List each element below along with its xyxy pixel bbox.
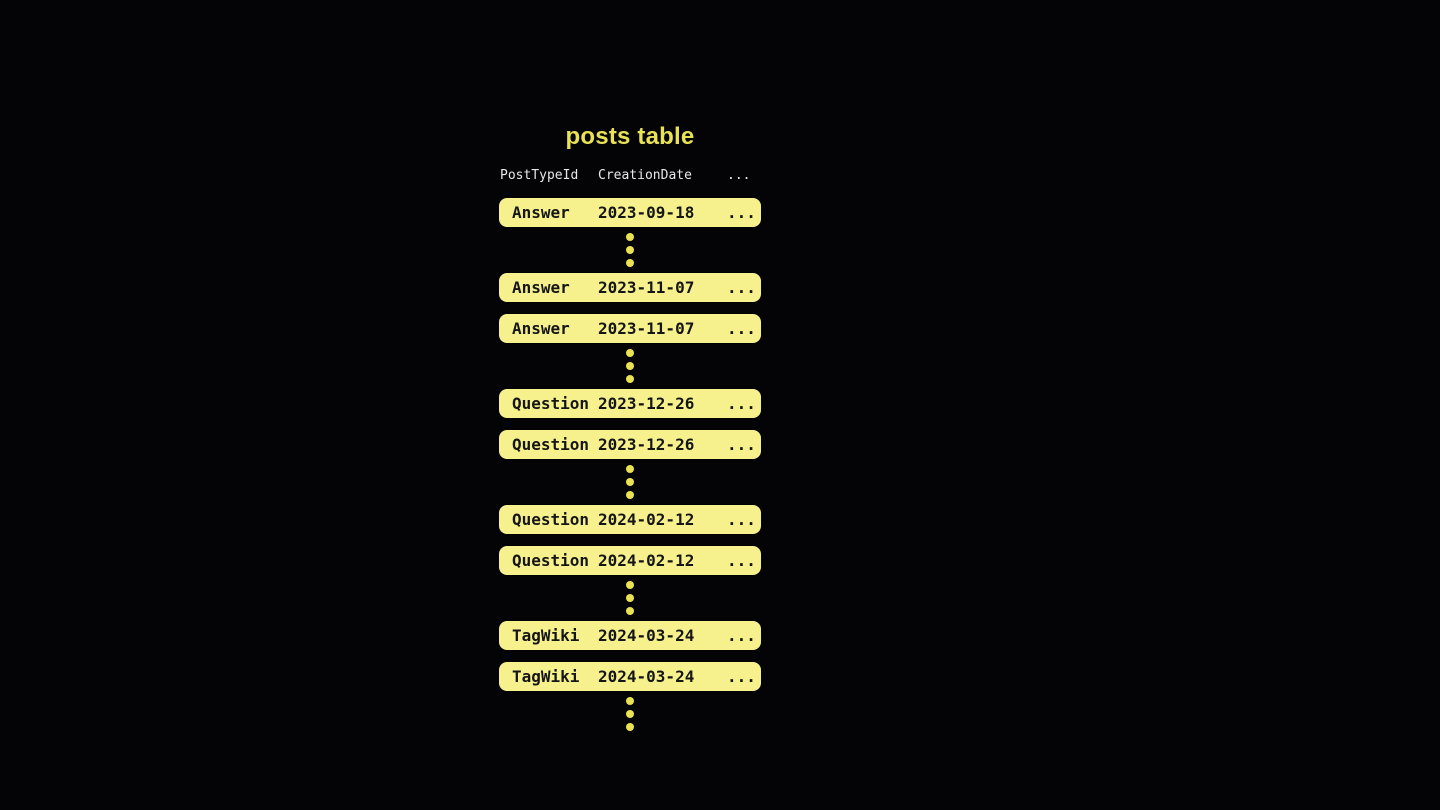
creation-date-cell: 2023-11-07 bbox=[598, 319, 695, 338]
more-columns-cell: ... bbox=[727, 203, 756, 222]
more-columns-cell: ... bbox=[727, 551, 756, 570]
post-type-cell: Question bbox=[512, 435, 590, 454]
omitted-rows-ellipsis bbox=[499, 465, 761, 499]
more-columns-cell: ... bbox=[727, 319, 756, 338]
table-row: Question 2024-02-12 ... bbox=[499, 546, 761, 575]
omitted-rows-ellipsis bbox=[499, 349, 761, 383]
more-columns-cell: ... bbox=[727, 510, 756, 529]
column-header-creationdate: CreationDate bbox=[598, 168, 692, 183]
post-type-cell: Question bbox=[512, 510, 590, 529]
omitted-rows-ellipsis bbox=[499, 697, 761, 731]
post-type-cell: Answer bbox=[512, 319, 570, 338]
more-columns-cell: ... bbox=[727, 435, 756, 454]
ellipsis-dot bbox=[626, 723, 634, 731]
more-columns-cell: ... bbox=[727, 626, 756, 645]
ellipsis-dot bbox=[626, 349, 634, 357]
ellipsis-dot bbox=[626, 246, 634, 254]
creation-date-cell: 2023-11-07 bbox=[598, 278, 695, 297]
creation-date-cell: 2024-03-24 bbox=[598, 667, 695, 686]
table-header-row: PostTypeId CreationDate ... bbox=[499, 168, 761, 184]
post-type-cell: TagWiki bbox=[512, 667, 580, 686]
creation-date-cell: 2023-12-26 bbox=[598, 394, 695, 413]
table-row: Answer 2023-11-07 ... bbox=[499, 273, 761, 302]
creation-date-cell: 2023-12-26 bbox=[598, 435, 695, 454]
more-columns-cell: ... bbox=[727, 278, 756, 297]
table-row: Question 2024-02-12 ... bbox=[499, 505, 761, 534]
posts-table-diagram: posts table PostTypeId CreationDate ... … bbox=[499, 124, 761, 737]
post-type-cell: Answer bbox=[512, 278, 570, 297]
table-row: Answer 2023-09-18 ... bbox=[499, 198, 761, 227]
post-type-cell: Question bbox=[512, 394, 590, 413]
ellipsis-dot bbox=[626, 697, 634, 705]
omitted-rows-ellipsis bbox=[499, 581, 761, 615]
ellipsis-dot bbox=[626, 233, 634, 241]
table-row: Question 2023-12-26 ... bbox=[499, 430, 761, 459]
table-row: TagWiki 2024-03-24 ... bbox=[499, 662, 761, 691]
creation-date-cell: 2024-02-12 bbox=[598, 551, 695, 570]
ellipsis-dot bbox=[626, 362, 634, 370]
ellipsis-dot bbox=[626, 581, 634, 589]
ellipsis-dot bbox=[626, 710, 634, 718]
post-type-cell: Answer bbox=[512, 203, 570, 222]
column-header-posttypeid: PostTypeId bbox=[500, 168, 579, 183]
ellipsis-dot bbox=[626, 607, 634, 615]
diagram-title: posts table bbox=[565, 123, 695, 150]
creation-date-cell: 2024-02-12 bbox=[598, 510, 695, 529]
creation-date-cell: 2023-09-18 bbox=[598, 203, 695, 222]
ellipsis-dot bbox=[626, 594, 634, 602]
column-header-more: ... bbox=[727, 168, 751, 183]
more-columns-cell: ... bbox=[727, 667, 756, 686]
ellipsis-dot bbox=[626, 491, 634, 499]
ellipsis-dot bbox=[626, 375, 634, 383]
post-type-cell: Question bbox=[512, 551, 590, 570]
table-row: TagWiki 2024-03-24 ... bbox=[499, 621, 761, 650]
ellipsis-dot bbox=[626, 465, 634, 473]
more-columns-cell: ... bbox=[727, 394, 756, 413]
ellipsis-dot bbox=[626, 259, 634, 267]
creation-date-cell: 2024-03-24 bbox=[598, 626, 695, 645]
omitted-rows-ellipsis bbox=[499, 233, 761, 267]
post-type-cell: TagWiki bbox=[512, 626, 580, 645]
table-row: Answer 2023-11-07 ... bbox=[499, 314, 761, 343]
table-row: Question 2023-12-26 ... bbox=[499, 389, 761, 418]
ellipsis-dot bbox=[626, 478, 634, 486]
